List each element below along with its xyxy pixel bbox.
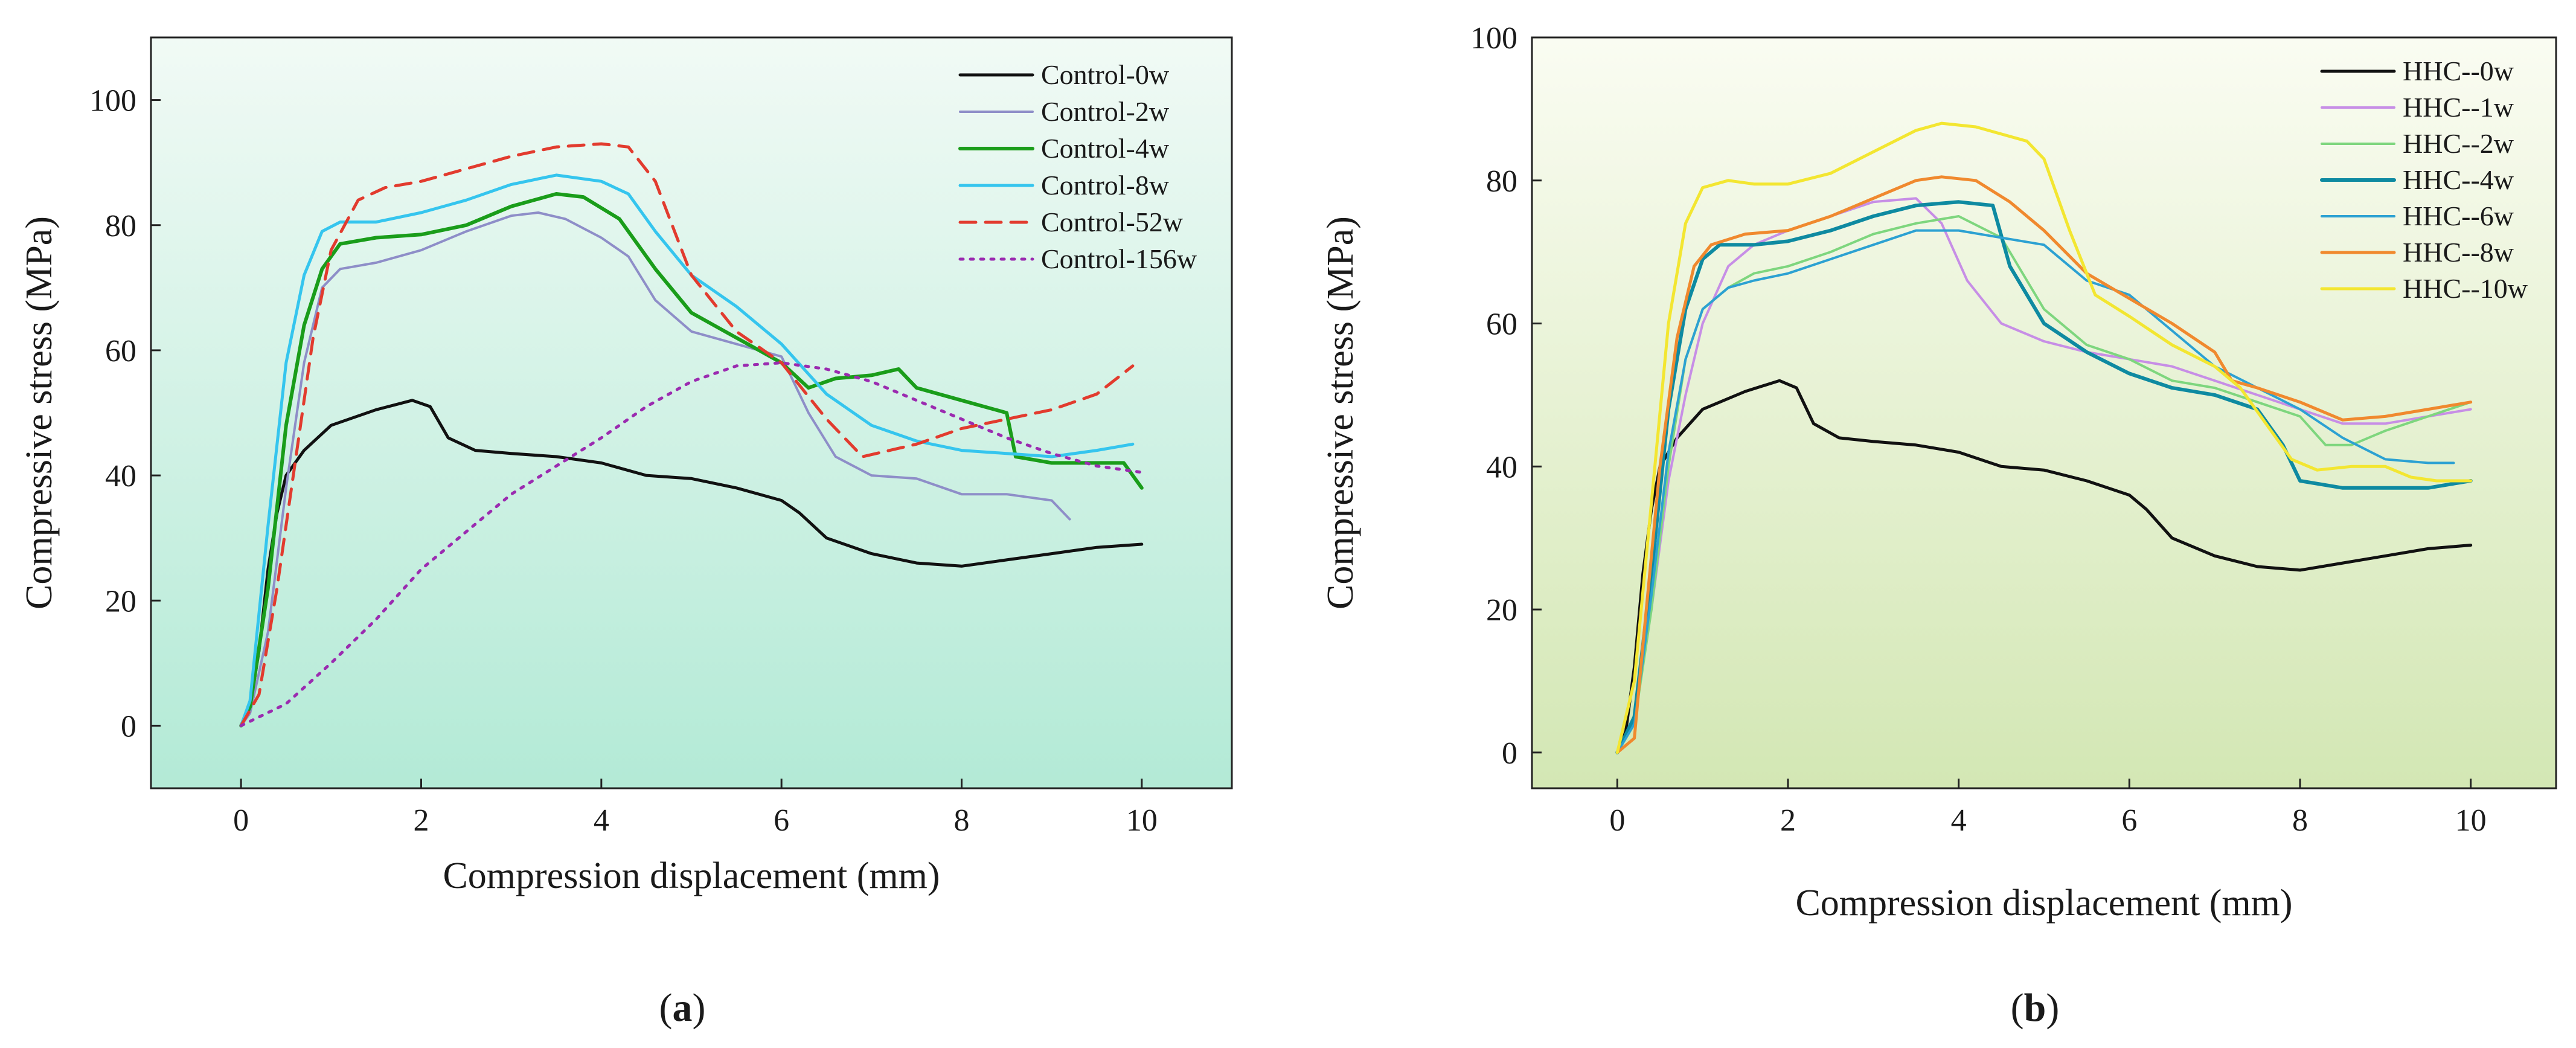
y-tick-label: 20 [105,584,136,619]
series-line-control-4w [239,192,1144,728]
x-tick-label: 2 [1780,803,1796,838]
series-line-hhc-6w [1616,229,2455,754]
panel-label: (b) [2011,986,2060,1030]
y-axis-label: Compressive stress (MPa) [1320,216,1361,609]
x-tick-label: 6 [2121,803,2137,838]
y-tick-label: 40 [1486,450,1517,484]
x-tick-label: 0 [233,803,249,838]
y-tick-label: 0 [121,709,136,744]
x-tick-label: 10 [2455,803,2487,838]
legend-label: Control-8w [1041,170,1170,201]
y-tick-label: 20 [1486,593,1517,628]
legend-label: HHC--0w [2403,56,2514,86]
x-tick-label: 8 [954,803,970,838]
y-tick-label: 0 [1502,736,1517,771]
y-tick-label: 80 [1486,164,1517,199]
legend-label: HHC--10w [2403,273,2528,304]
panel-label: (a) [659,986,706,1030]
series-line-control-156w [239,361,1144,727]
legend-label: HHC--2w [2403,128,2514,159]
x-tick-label: 4 [1951,803,1967,838]
x-tick-label: 2 [414,803,429,838]
legend-label: Control-4w [1041,133,1170,164]
legend-label: HHC--6w [2403,201,2514,231]
x-axis-label: Compression displacement (mm) [1795,882,2292,924]
legend-label: Control-0w [1041,59,1170,90]
legend-label: HHC--8w [2403,237,2514,268]
y-tick-label: 80 [105,209,136,243]
x-tick-label: 6 [774,803,789,838]
y-tick-label: 100 [89,84,136,118]
series-line-control-8w [239,173,1135,727]
legend-label: HHC--4w [2403,164,2514,195]
series-line-control-2w [240,211,1071,727]
y-axis-label: Compressive stress (MPa) [19,216,60,609]
x-tick-label: 10 [1126,803,1158,838]
x-axis-label: Compression displacement (mm) [443,855,940,896]
series-line-control-52w [239,142,1135,727]
y-tick-label: 60 [105,334,136,368]
plot-area [150,36,1233,789]
y-tick-label: 40 [105,459,136,493]
legend-label: Control-52w [1041,207,1184,237]
x-tick-label: 8 [2292,803,2308,838]
y-tick-label: 60 [1486,307,1517,342]
x-tick-label: 4 [594,803,609,838]
legend-label: Control-2w [1041,96,1170,127]
legend-label: HHC--1w [2403,92,2514,123]
series-line-control-0w [239,399,1144,727]
x-tick-label: 0 [1609,803,1625,838]
series-line-hhc-4w [1615,200,2473,754]
series-line-hhc-8w [1615,175,2473,754]
legend-label: Control-156w [1041,243,1197,274]
series-line-hhc-10w [1615,121,2473,754]
y-tick-label: 100 [1470,21,1517,56]
